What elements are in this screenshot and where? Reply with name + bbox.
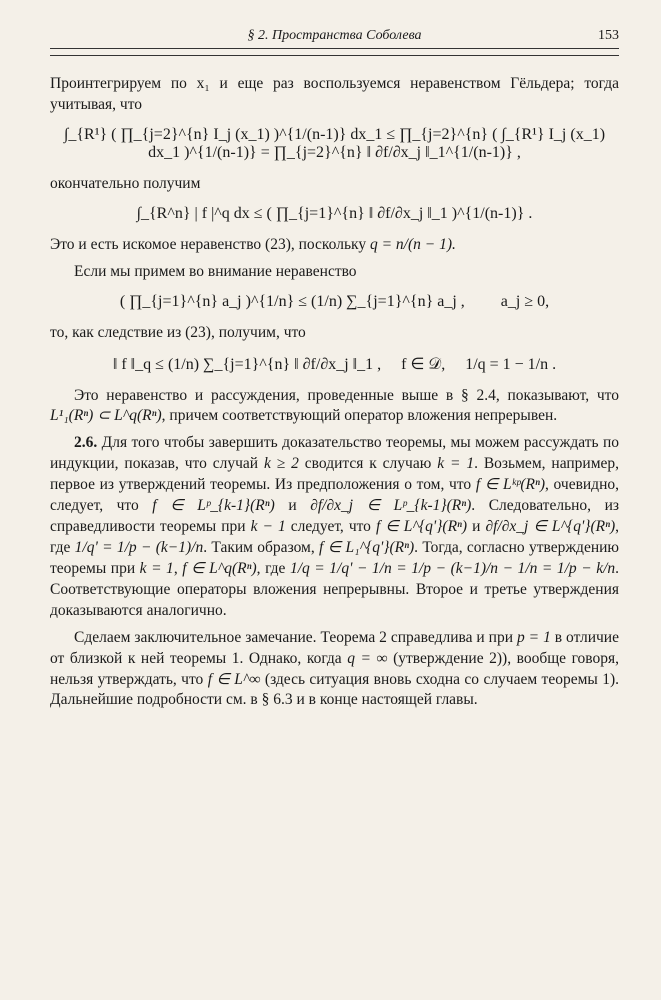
para-3-math: q = n/(n − 1).: [370, 236, 456, 253]
para-2: окончательно получим: [50, 174, 619, 195]
para-1: Проинтегрируем по x₁ и еще раз воспользу…: [50, 74, 619, 116]
p8f: f ∈ L^∞: [208, 671, 261, 688]
equation-1: ∫_{R¹} ( ∏_{j=2}^{n} I_j (x_1) )^{1/(n-1…: [50, 126, 619, 162]
p7s: . Таким образом,: [203, 539, 319, 556]
para-6c: , причем соответствующий оператор вложен…: [162, 407, 557, 424]
para-3: Это и есть искомое неравенство (23), пос…: [50, 235, 619, 256]
para-8: Сделаем заключительное замечание. Теорем…: [50, 628, 619, 712]
para-7: 2.6. Для того чтобы завершить доказатель…: [50, 433, 619, 621]
p7c: сводится к случаю: [299, 455, 437, 472]
p7t: f ∈ L₁^{q'}(Rⁿ): [319, 539, 414, 556]
para-3a: Это и есть искомое неравенство (23), пос…: [50, 236, 370, 253]
p7d: k = 1: [437, 455, 474, 472]
equation-4: ‖ f ‖_q ≤ (1/n) ∑_{j=1}^{n} ‖ ∂f/∂x_j ‖_…: [50, 354, 619, 374]
p7i: и: [275, 497, 310, 514]
running-header: § 2. Пространства Соболева 153: [50, 28, 619, 49]
p7h: f ∈ Lᵖ_{k-1}(Rⁿ): [152, 497, 275, 514]
para-4: Если мы примем во внимание неравенство: [50, 262, 619, 283]
equation-3: ( ∏_{j=1}^{n} a_j )^{1/n} ≤ (1/n) ∑_{j=1…: [50, 293, 619, 311]
p8a: Сделаем заключительное замечание. Теорем…: [74, 629, 517, 646]
p7r: 1/q' = 1/p − (k−1)/n: [75, 539, 204, 556]
p7o: и: [467, 518, 485, 535]
p7v: k = 1: [140, 560, 174, 577]
page-number: 153: [477, 28, 619, 44]
p7m: следует, что: [286, 518, 376, 535]
p7y: , где: [257, 560, 290, 577]
p7x: f ∈ L^q(Rⁿ): [182, 560, 256, 577]
header-rule: [50, 55, 619, 56]
p8b: p = 1: [517, 629, 551, 646]
equation-2: ∫_{R^n} | f |^q dx ≤ ( ∏_{j=1}^{n} ‖ ∂f/…: [50, 205, 619, 223]
p7n: f ∈ L^{q'}(Rⁿ): [376, 518, 467, 535]
book-page: § 2. Пространства Соболева 153 Проинтегр…: [0, 0, 661, 737]
p7f: f ∈ Lᵏᵖ(Rⁿ): [476, 476, 545, 493]
p7b: k ≥ 2: [264, 455, 299, 472]
p7l: k − 1: [251, 518, 286, 535]
p7j: ∂f/∂x_j ∈ Lᵖ_{k-1}(Rⁿ): [310, 497, 471, 514]
para-6: Это неравенство и рассуждения, проведенн…: [50, 386, 619, 428]
p7z: 1/q = 1/q' − 1/n = 1/p − (k−1)/n − 1/n =…: [290, 560, 615, 577]
section-number: 2.6.: [74, 434, 97, 451]
p7p: ∂f/∂x_j ∈ L^{q'}(Rⁿ): [485, 518, 615, 535]
p7w: ,: [174, 560, 182, 577]
header-section-title: § 2. Пространства Соболева: [192, 28, 477, 44]
para-5: то, как следствие из (23), получим, что: [50, 323, 619, 344]
para-6-math: L¹₁(Rⁿ) ⊂ L^q(Rⁿ): [50, 407, 162, 424]
para-6a: Это неравенство и рассуждения, проведенн…: [74, 387, 619, 404]
p8d: q = ∞: [347, 650, 387, 667]
